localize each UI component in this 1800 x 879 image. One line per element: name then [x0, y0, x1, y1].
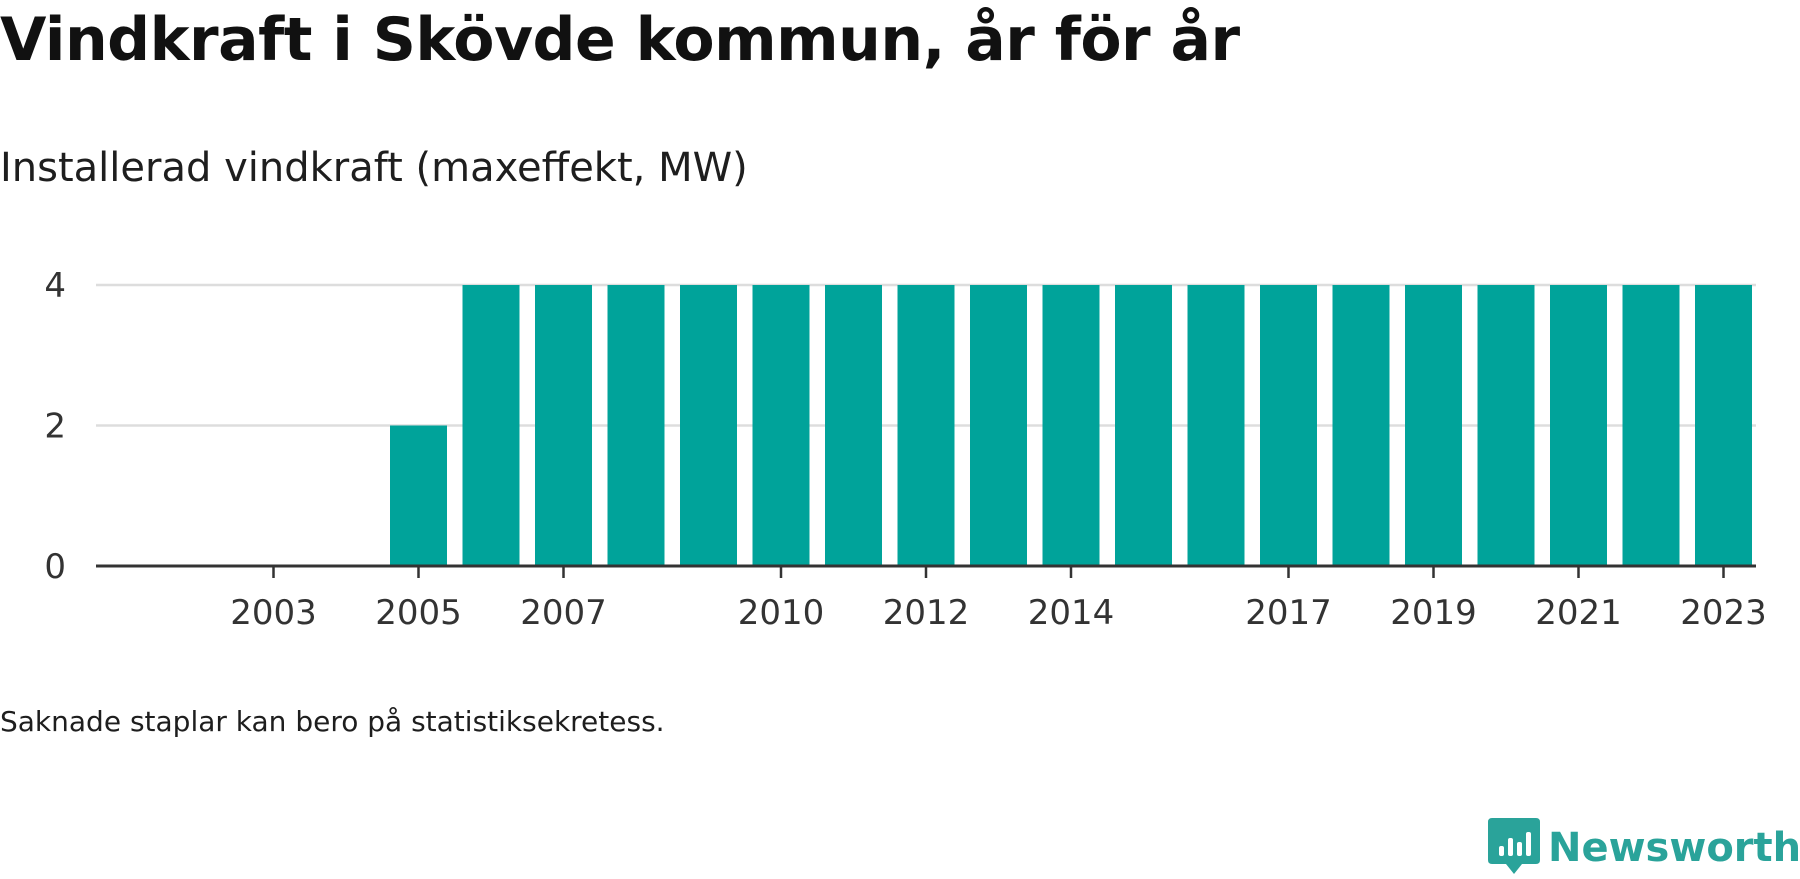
bar-chart: 0 2 4 2003 2005 2007 2010 2012 2014 2017 2019 2021 2…: [44, 266, 1766, 633]
bar-2021: [1550, 285, 1607, 566]
bar-2014: [1042, 285, 1100, 566]
newsworthy-logo: Newsworthy: [1488, 818, 1800, 878]
brand-name: Newsworthy: [1548, 825, 1800, 871]
bar-2008: [607, 285, 665, 566]
bar-2005: [390, 425, 447, 566]
x-tick-label: 2019: [1390, 593, 1477, 633]
bar-2011: [825, 285, 882, 566]
axes: 0 2 4 2003 2005 2007 2010 2012 2014 2017 2019 2021 2…: [44, 266, 1766, 633]
bar-2010: [752, 285, 810, 566]
x-tick-label: 2010: [738, 593, 825, 633]
x-tick-label: 2007: [520, 593, 607, 633]
y-tick-label: 2: [44, 407, 66, 447]
x-tick-label: 2023: [1680, 593, 1767, 633]
bar-2017: [1260, 285, 1317, 566]
bar-2009: [680, 285, 737, 566]
bar-2012: [897, 285, 955, 566]
bar-2020: [1477, 285, 1535, 566]
y-tick-label: 0: [44, 547, 66, 587]
chart-title: Vindkraft i Skövde kommun, år för år: [0, 5, 1240, 75]
x-tick-label: 2021: [1535, 593, 1622, 633]
bars: [390, 285, 1752, 566]
bar-2018: [1332, 285, 1390, 566]
bar-2007: [535, 285, 592, 566]
bar-2006: [462, 285, 520, 566]
bar-2015: [1115, 285, 1172, 566]
chart-subtitle: Installerad vindkraft (maxeffekt, MW): [0, 145, 748, 191]
x-tick-label: 2005: [375, 593, 462, 633]
x-tick-label: 2017: [1245, 593, 1332, 633]
bar-2016: [1187, 285, 1245, 566]
footnote: Saknade staplar kan bero på statistiksek…: [0, 705, 665, 738]
newsworthy-logo-icon: [1488, 818, 1540, 874]
x-tick-label: 2012: [883, 593, 970, 633]
bar-2023: [1695, 285, 1752, 566]
bar-2019: [1405, 285, 1462, 566]
bar-2022: [1622, 285, 1680, 566]
x-tick-label: 2014: [1028, 593, 1115, 633]
y-tick-label: 4: [44, 266, 66, 306]
x-tick-label: 2003: [230, 593, 317, 633]
bar-2013: [970, 285, 1027, 566]
